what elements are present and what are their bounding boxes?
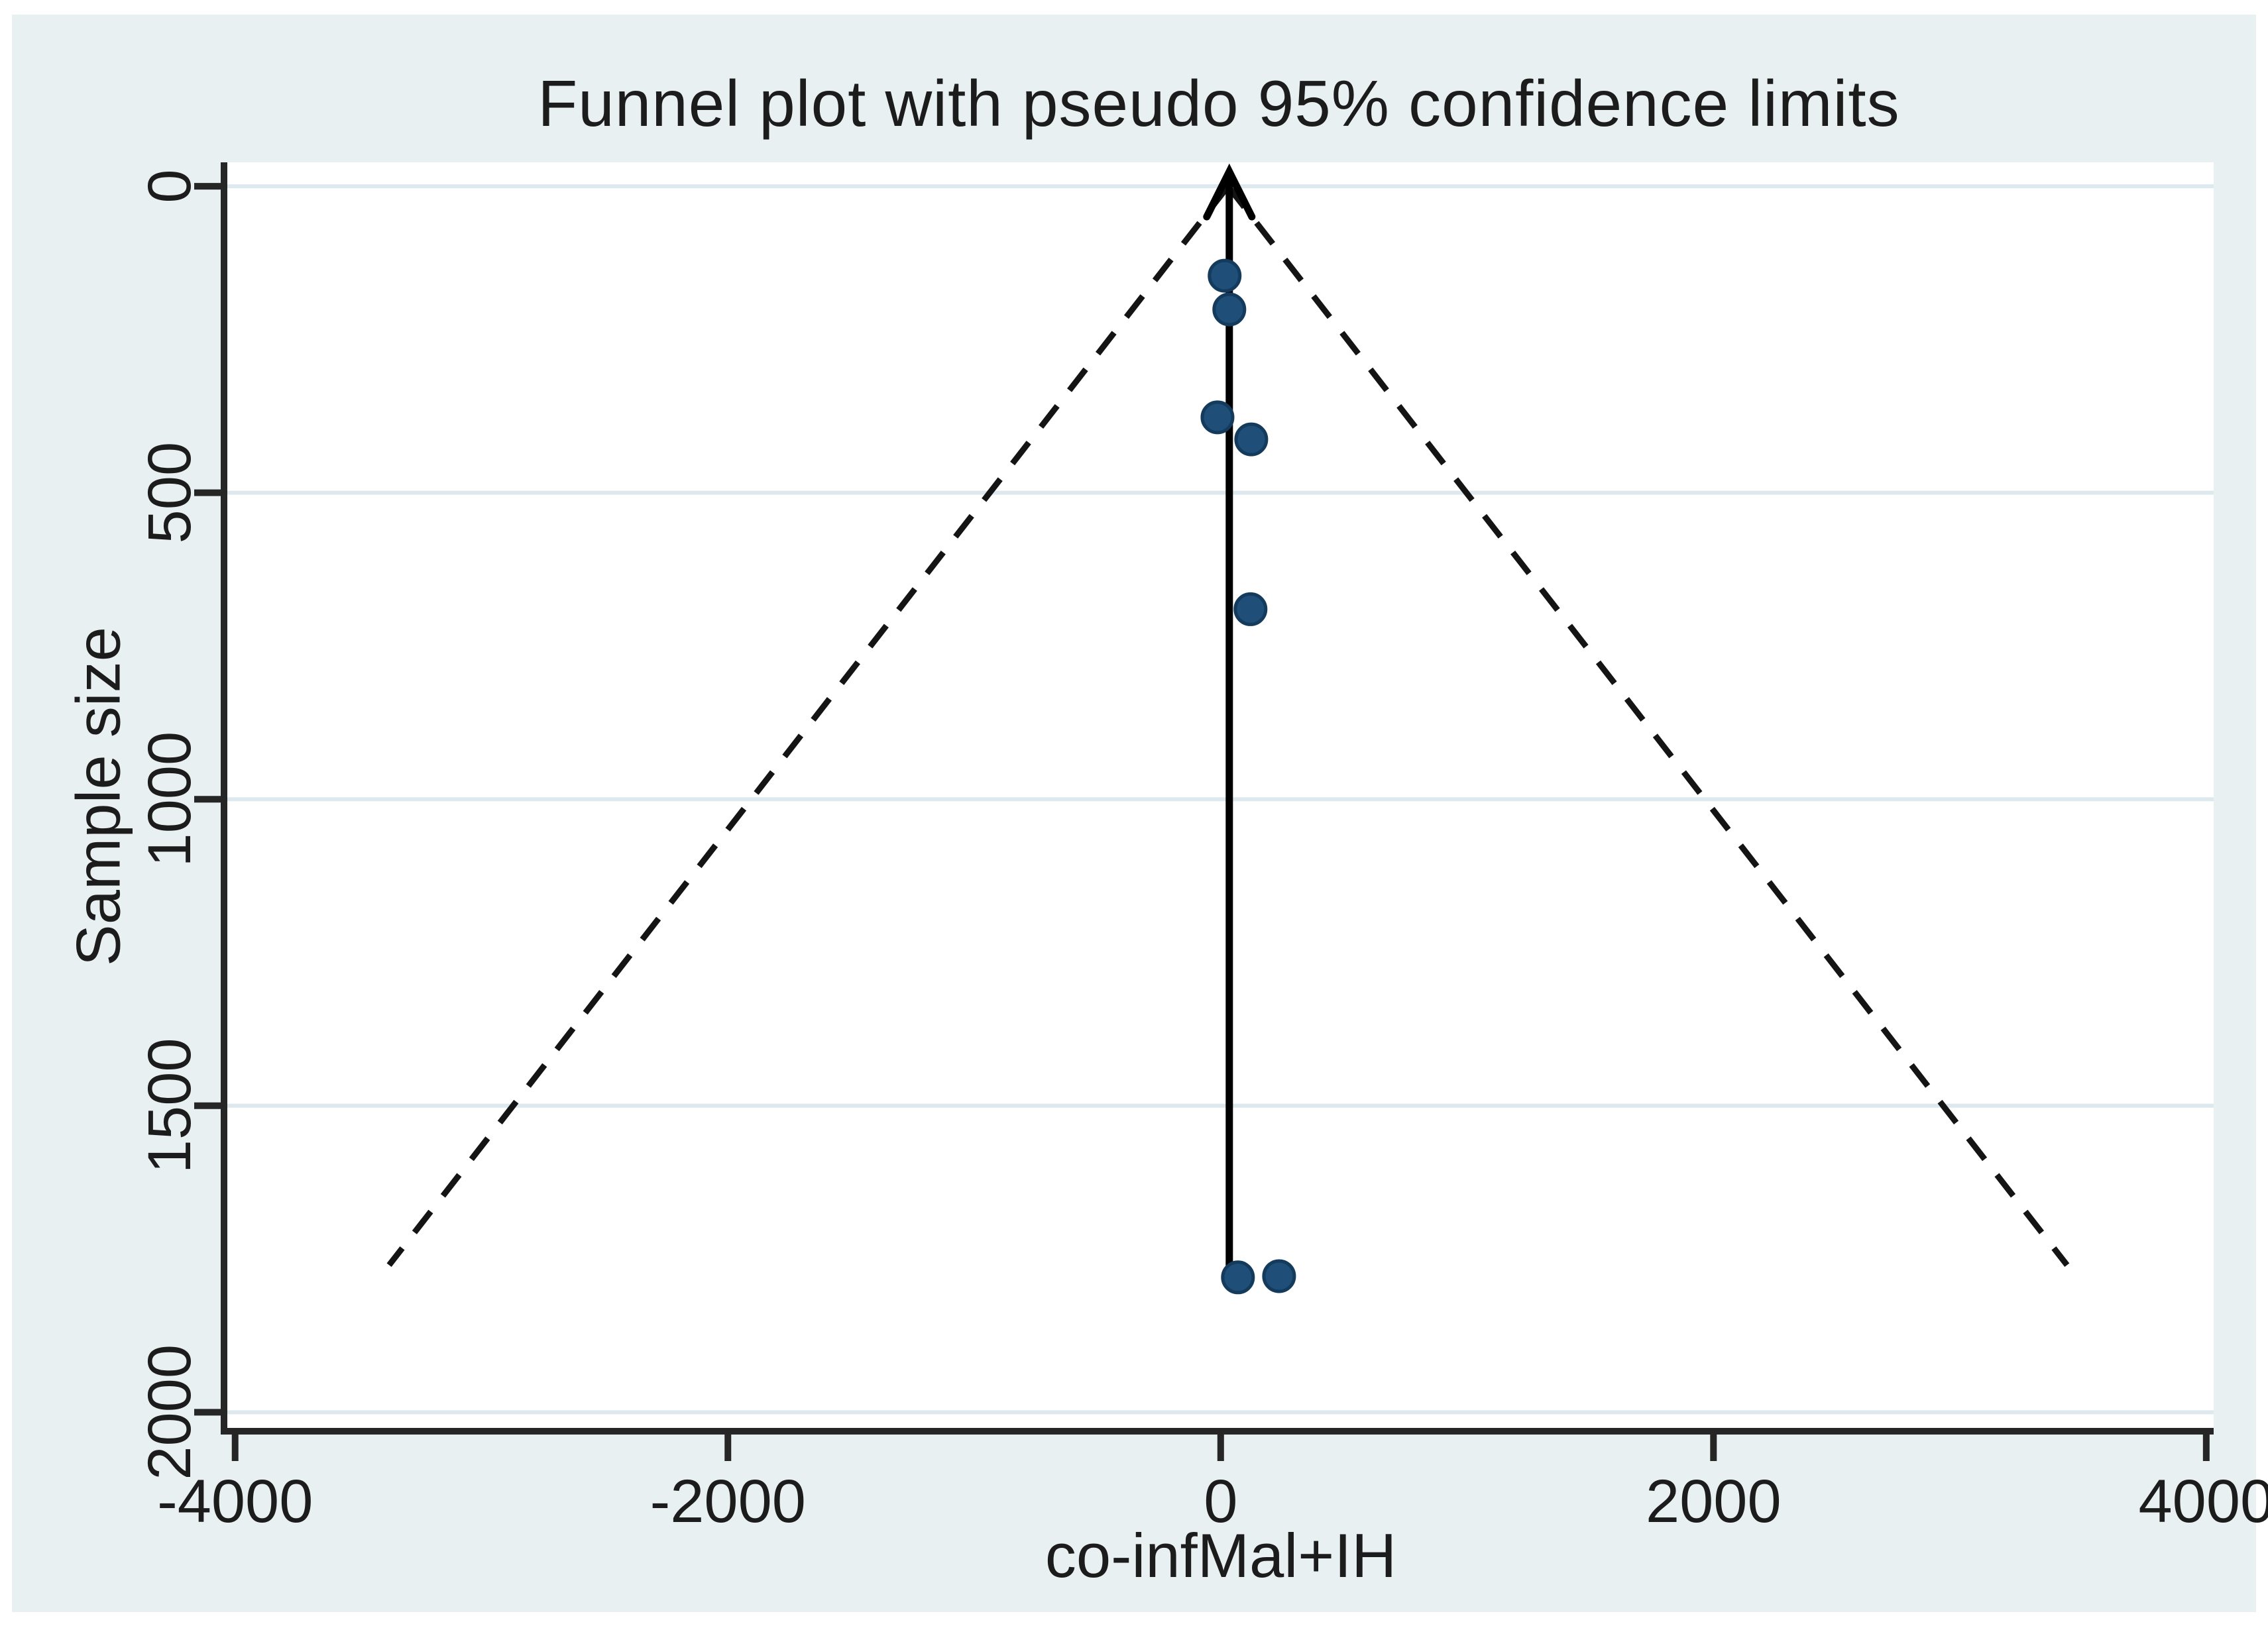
axis-layer: -4000 -2000 0 2000 4000 0 500 1000 1500 2000 [136, 162, 2268, 1535]
x-tick-label: 2000 [1646, 1468, 1782, 1535]
x-tick-label: 4000 [2139, 1468, 2268, 1535]
study-point [1233, 592, 1268, 626]
pseudo-ci-left-line [386, 184, 1231, 1268]
y-tick-label: 0 [136, 169, 203, 203]
y-tick-label: 500 [136, 442, 203, 544]
y-tick-label: 1500 [136, 1038, 203, 1173]
x-tick-label: -4000 [157, 1468, 313, 1535]
pseudo-ci-layer [386, 184, 2070, 1268]
gridline-layer [224, 184, 2214, 1415]
study-point [1221, 1260, 1255, 1295]
study-point [1262, 1259, 1296, 1293]
y-tick-label: 2000 [136, 1344, 203, 1480]
study-point [1234, 422, 1269, 457]
effect-line-layer [1203, 163, 1256, 1277]
pseudo-ci-right-line [1225, 184, 2070, 1268]
x-axis-title: co-infMal+IH [1045, 1521, 1396, 1590]
y-tick-label: 1000 [136, 732, 203, 867]
study-point [1212, 292, 1247, 327]
pooled-effect-arrowhead [1203, 163, 1256, 221]
x-tick-label: -2000 [650, 1468, 806, 1535]
y-axis-title: Sample size [64, 627, 133, 966]
study-point [1208, 258, 1242, 293]
plot-area [224, 162, 2214, 1431]
chart-title: Funnel plot with pseudo 95% confidence l… [538, 67, 1899, 140]
x-tick-label: 0 [1204, 1468, 1237, 1535]
study-points-layer [1200, 258, 1296, 1295]
study-point [1200, 400, 1235, 435]
